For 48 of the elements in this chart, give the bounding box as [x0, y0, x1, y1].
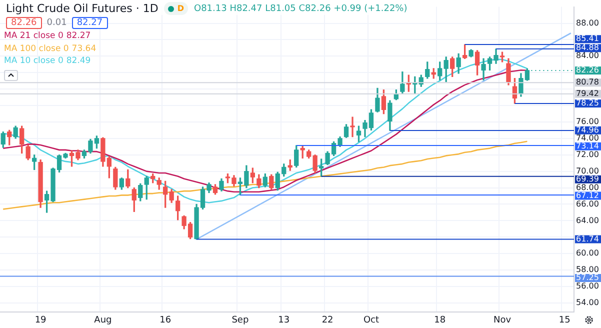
annotation: 82.26: [6, 17, 42, 29]
x-tick-label: Oct: [363, 316, 380, 326]
ref-line-label: 57.25: [576, 273, 599, 282]
ref-line-label: 74.96: [576, 126, 599, 134]
annotation: 0.01: [46, 18, 67, 28]
ref-line-label: 82.26: [576, 66, 599, 75]
chart-title: Light Crude Oil Futures · 1D: [6, 2, 158, 15]
x-tick-label: Aug: [94, 316, 112, 326]
y-tick-label: 88.00: [576, 18, 599, 28]
ref-line-label: 69.39: [576, 174, 599, 184]
annotation: 82.27: [72, 17, 108, 29]
ref-line-label: 67.12: [576, 190, 599, 200]
annotation: 82.27: [66, 31, 91, 42]
x-tick-label: 15: [558, 316, 570, 326]
y-tick-label: 70.00: [576, 166, 599, 176]
ref-line-label: 61.74: [576, 234, 599, 244]
ref-line-label: 84.88: [576, 43, 599, 52]
y-tick-label: 54.00: [576, 298, 599, 308]
status-icon: D: [164, 2, 188, 15]
x-tick-label: 13: [278, 316, 290, 326]
y-tick-label: 74.00: [576, 134, 599, 142]
x-tick-label: 19: [34, 316, 47, 326]
ref-line-label: 78.25: [576, 98, 599, 108]
ref-line-label: 79.42: [576, 88, 599, 98]
y-tick-label: 68.00: [576, 182, 599, 192]
annotation: 82.49: [66, 56, 91, 66]
annotation: D: [177, 4, 184, 13]
y-tick-label: 56.00: [576, 282, 599, 291]
y-tick-label: 60.00: [576, 248, 599, 258]
text: MA 100 close 0: [4, 44, 69, 54]
annotation: 73.64: [72, 44, 96, 54]
ref-line-label: 85.41: [576, 34, 599, 44]
ref-line-label: 80.78: [576, 78, 599, 87]
chart-subtitle: O81.13 H82.47 L81.05 C82.26 +0.99 (+1.22%): [194, 4, 408, 14]
text: MA 21 close 0: [4, 31, 64, 42]
y-tick-label: 64.00: [576, 216, 599, 225]
x-tick-label: Nov: [493, 316, 512, 326]
text: MA 10 close 0: [4, 56, 64, 66]
y-tick-label: 76.00: [576, 117, 599, 126]
ref-line-label: 73.14: [576, 142, 599, 150]
x-tick-label: 16: [160, 316, 172, 326]
y-tick-label: 72.00: [576, 150, 599, 159]
x-tick-label: 18: [434, 316, 446, 326]
y-tick-label: 84.00: [576, 51, 599, 60]
y-tick-label: 58.00: [576, 265, 599, 274]
x-tick-label: Sep: [232, 316, 249, 326]
y-tick-label: 66.00: [576, 199, 599, 208]
x-tick-label: 22: [322, 316, 334, 326]
